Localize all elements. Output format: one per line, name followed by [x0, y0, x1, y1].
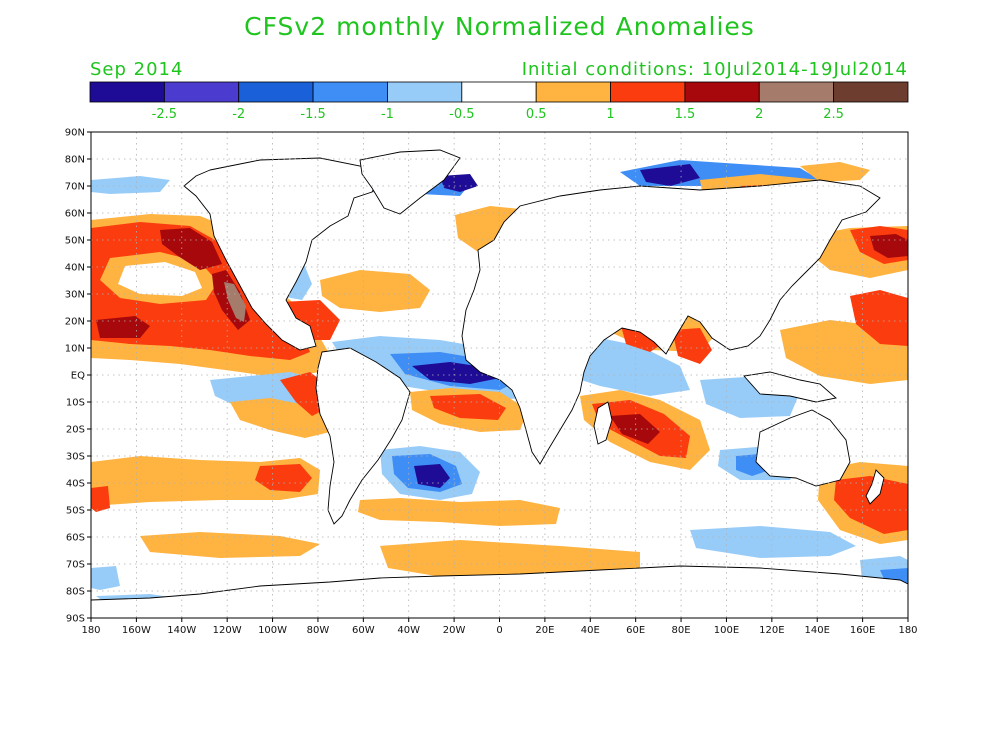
lat-tick-label: EQ — [71, 371, 85, 382]
galapagos-warm — [280, 372, 328, 416]
colorbar: -2.5 -2 -1.5 -1 -0.5 0.5 1 1.5 2 2.5 — [89, 81, 909, 122]
lat-tick-label: 30N — [65, 290, 85, 301]
lat-tick-label: 50N — [65, 236, 85, 247]
colorbar-swatch — [312, 81, 388, 103]
colorbar-tick-label: 1 — [606, 107, 614, 122]
lon-tick-label: 120E — [759, 625, 784, 636]
lon-tick-label: 20W — [443, 625, 466, 636]
colorbar-swatch — [163, 81, 240, 103]
mexico-coast-peak — [224, 282, 246, 322]
lat-tick-label: 70N — [65, 182, 85, 193]
colorbar-tick-label: 1.5 — [675, 107, 696, 122]
colorbar-swatch — [684, 81, 760, 103]
colorbar-tick-label: -0.5 — [449, 107, 474, 122]
south-america — [315, 347, 411, 525]
northeast-atlantic-warm — [320, 270, 430, 312]
southern-ocean-warm — [380, 540, 640, 580]
chart-title: CFSv2 monthly Normalized Anomalies — [244, 12, 755, 41]
southern-ocean-cool — [690, 526, 856, 558]
lon-tick-label: 40E — [581, 625, 600, 636]
map-axes: 90N 80N 70N 60N 50N 40N 30N 20N 10N EQ 10S 20S 30S 40… — [65, 128, 918, 637]
graticule — [91, 132, 908, 618]
lat-tick-label: 70S — [66, 560, 85, 571]
northeast-pacific-dark — [160, 228, 222, 270]
forecast-month: Sep 2014 — [90, 59, 184, 80]
lon-tick-label: 100E — [714, 625, 739, 636]
arctic-canada-strong — [440, 174, 478, 192]
kara-sea-strong — [640, 164, 700, 186]
lon-tick-label: 180 — [898, 625, 917, 636]
bay-of-bengal-orange — [672, 328, 712, 364]
lat-tick-label: 80S — [66, 587, 85, 598]
colorbar-swatch — [387, 81, 463, 103]
lon-tick-label: 40W — [397, 625, 420, 636]
colorbar-tick-label: 2.5 — [823, 107, 844, 122]
west-pacific-orange — [850, 290, 908, 346]
lat-tick-label: 80N — [65, 155, 85, 166]
lon-tick-label: 80E — [672, 625, 691, 636]
lon-tick-label: 120W — [213, 625, 242, 636]
lon-tick-label: 60E — [626, 625, 645, 636]
colorbar-swatch — [758, 81, 835, 103]
colorbar-tick-label: -2 — [232, 107, 245, 122]
south-pacific-west-orange — [91, 486, 110, 512]
lat-tick-label: 20N — [65, 317, 85, 328]
lon-tick-label: 20E — [535, 625, 554, 636]
lon-tick-label: 80W — [307, 625, 330, 636]
lat-tick-label: 60N — [65, 209, 85, 220]
lon-tick-label: 160E — [850, 625, 875, 636]
lat-tick-label: 10S — [66, 398, 85, 409]
south-indian-dark — [610, 414, 660, 444]
colorbar-swatch — [610, 81, 686, 103]
lat-tick-label: 10N — [65, 344, 85, 355]
landmasses — [91, 149, 908, 618]
lat-tick-label: 90S — [66, 614, 85, 625]
south-atlantic-orange — [430, 394, 506, 420]
colorbar-swatch — [89, 81, 165, 103]
lon-tick-label: 180 — [81, 625, 100, 636]
lat-tick-label: 50S — [66, 506, 85, 517]
antarctica — [91, 565, 908, 618]
colorbar-swatch — [461, 81, 537, 103]
lat-tick-label: 30S — [66, 452, 85, 463]
lon-tick-label: 140E — [805, 625, 830, 636]
lat-tick-label: 90N — [65, 128, 85, 139]
colorbar-swatch — [535, 81, 611, 103]
colorbar-tick-label: -1 — [381, 107, 394, 122]
lon-tick-label: 0 — [496, 625, 502, 636]
greenland — [359, 149, 461, 215]
colorbar-swatch — [238, 81, 314, 103]
lon-tick-label: 160W — [122, 625, 151, 636]
north-pacific-white-hole — [118, 262, 202, 296]
lat-tick-label: 40N — [65, 263, 85, 274]
amundsen-cool — [91, 566, 120, 590]
eurasia-africa — [461, 179, 881, 465]
south-atlantic-strong — [414, 464, 450, 488]
lat-tick-label: 20S — [66, 425, 85, 436]
tasman-orange — [834, 476, 908, 534]
lon-tick-label: 100W — [258, 625, 287, 636]
colorbar-tick-label: 0.5 — [526, 107, 547, 122]
colorbar-tick-label: 2 — [755, 107, 763, 122]
lat-tick-label: 40S — [66, 479, 85, 490]
south-atlantic-warm-band — [358, 498, 560, 526]
lat-tick-label: 60S — [66, 533, 85, 544]
new-zealand — [865, 469, 885, 505]
initial-conditions: Initial conditions: 10Jul2014-19Jul2014 — [521, 59, 908, 80]
beaufort-cool — [91, 176, 170, 194]
central-pacific-dark — [96, 316, 150, 338]
northwest-pacific-dark — [870, 234, 908, 258]
lon-tick-label: 140W — [167, 625, 196, 636]
colorbar-tick-label: -2.5 — [152, 107, 177, 122]
colorbar-tick-label: -1.5 — [300, 107, 325, 122]
lon-tick-label: 60W — [352, 625, 375, 636]
southern-pacific-warm — [140, 532, 320, 558]
south-pacific-orange — [255, 464, 312, 492]
colorbar-swatch — [833, 81, 909, 103]
